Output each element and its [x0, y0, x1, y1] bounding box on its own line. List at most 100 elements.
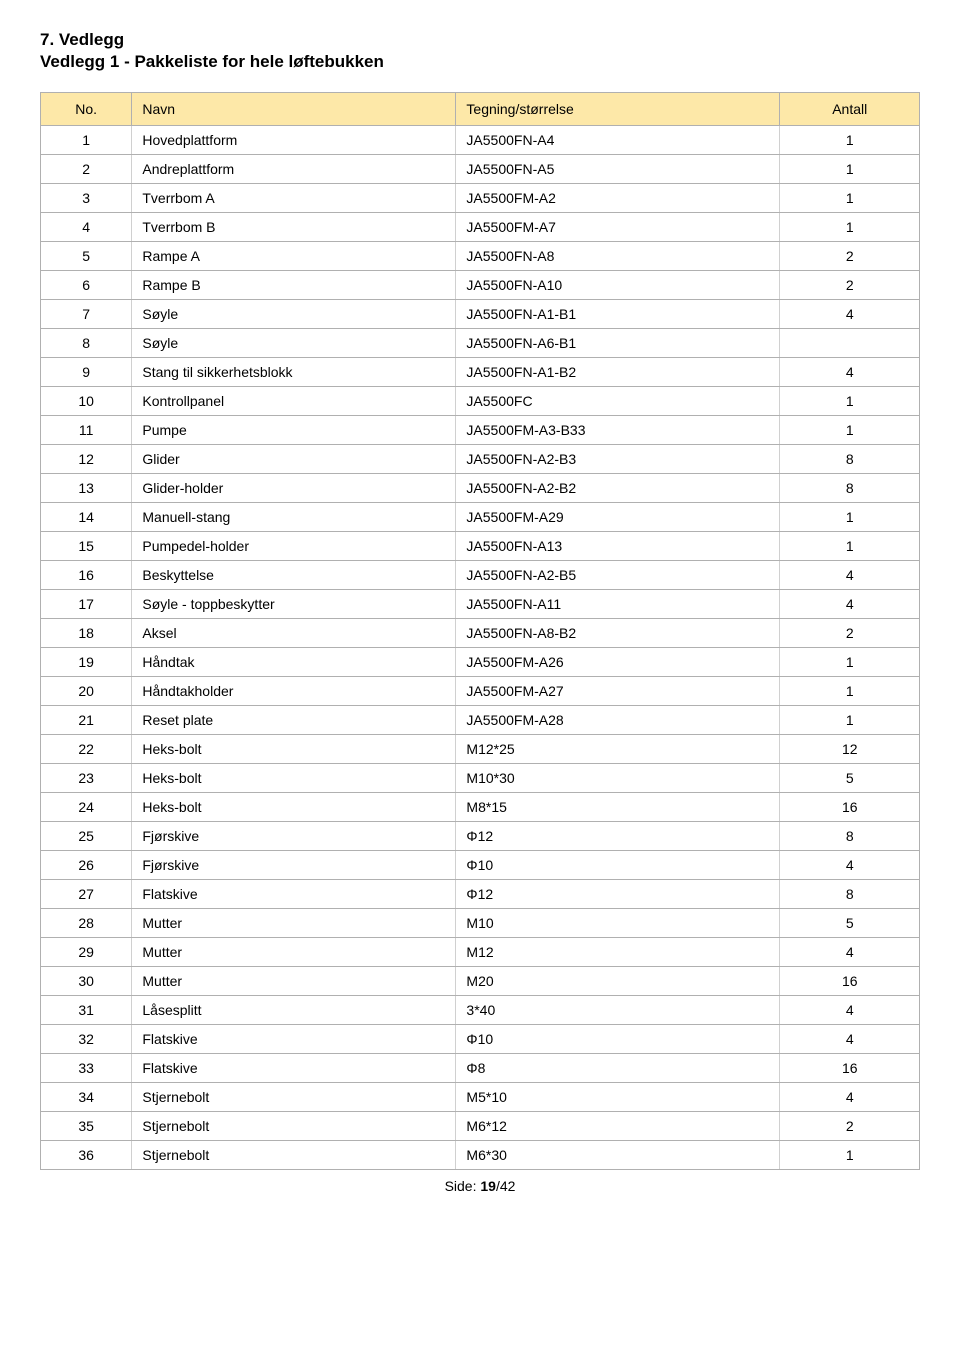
cell-qty: 5 — [780, 764, 920, 793]
cell-no: 4 — [41, 213, 132, 242]
cell-qty: 16 — [780, 793, 920, 822]
cell-qty: 2 — [780, 619, 920, 648]
cell-no: 24 — [41, 793, 132, 822]
cell-no: 14 — [41, 503, 132, 532]
section-subheading: Vedlegg 1 - Pakkeliste for hele løftebuk… — [40, 52, 920, 72]
cell-drawing: Φ12 — [456, 880, 780, 909]
cell-name: Stjernebolt — [132, 1141, 456, 1170]
cell-qty: 1 — [780, 126, 920, 155]
cell-name: Søyle — [132, 329, 456, 358]
cell-name: Heks-bolt — [132, 735, 456, 764]
cell-no: 21 — [41, 706, 132, 735]
cell-no: 3 — [41, 184, 132, 213]
cell-drawing: JA5500FM-A28 — [456, 706, 780, 735]
cell-drawing: JA5500FM-A26 — [456, 648, 780, 677]
table-row: 17Søyle - toppbeskytterJA5500FN-A114 — [41, 590, 920, 619]
table-row: 26FjørskiveΦ104 — [41, 851, 920, 880]
table-row: 4Tverrbom BJA5500FM-A71 — [41, 213, 920, 242]
cell-qty: 4 — [780, 851, 920, 880]
footer-prefix: Side: — [445, 1178, 481, 1194]
table-row: 8SøyleJA5500FN-A6-B1 — [41, 329, 920, 358]
table-row: 29MutterM124 — [41, 938, 920, 967]
table-row: 16BeskyttelseJA5500FN-A2-B54 — [41, 561, 920, 590]
table-row: 27FlatskiveΦ128 — [41, 880, 920, 909]
cell-qty: 2 — [780, 271, 920, 300]
cell-drawing: M10*30 — [456, 764, 780, 793]
cell-drawing: JA5500FN-A13 — [456, 532, 780, 561]
cell-drawing: JA5500FN-A8-B2 — [456, 619, 780, 648]
cell-drawing: JA5500FN-A5 — [456, 155, 780, 184]
cell-no: 11 — [41, 416, 132, 445]
table-row: 32FlatskiveΦ104 — [41, 1025, 920, 1054]
table-row: 15Pumpedel-holderJA5500FN-A131 — [41, 532, 920, 561]
table-row: 10KontrollpanelJA5500FC1 — [41, 387, 920, 416]
cell-no: 29 — [41, 938, 132, 967]
cell-drawing: JA5500FM-A27 — [456, 677, 780, 706]
cell-qty: 8 — [780, 880, 920, 909]
table-row: 5Rampe AJA5500FN-A82 — [41, 242, 920, 271]
cell-no: 5 — [41, 242, 132, 271]
cell-no: 34 — [41, 1083, 132, 1112]
table-row: 21Reset plateJA5500FM-A281 — [41, 706, 920, 735]
cell-drawing: Φ12 — [456, 822, 780, 851]
cell-drawing: JA5500FM-A7 — [456, 213, 780, 242]
cell-qty: 8 — [780, 474, 920, 503]
cell-name: Glider-holder — [132, 474, 456, 503]
cell-no: 1 — [41, 126, 132, 155]
cell-name: Mutter — [132, 938, 456, 967]
cell-no: 31 — [41, 996, 132, 1025]
table-row: 2AndreplattformJA5500FN-A51 — [41, 155, 920, 184]
cell-drawing: M20 — [456, 967, 780, 996]
section-heading: 7. Vedlegg — [40, 30, 920, 50]
cell-name: Kontrollpanel — [132, 387, 456, 416]
table-row: 19HåndtakJA5500FM-A261 — [41, 648, 920, 677]
cell-qty: 1 — [780, 503, 920, 532]
cell-drawing: Φ10 — [456, 851, 780, 880]
cell-qty: 1 — [780, 677, 920, 706]
cell-name: Rampe B — [132, 271, 456, 300]
cell-no: 32 — [41, 1025, 132, 1054]
col-header-qty: Antall — [780, 93, 920, 126]
cell-qty: 2 — [780, 1112, 920, 1141]
cell-name: Heks-bolt — [132, 764, 456, 793]
table-header-row: No. Navn Tegning/størrelse Antall — [41, 93, 920, 126]
cell-no: 36 — [41, 1141, 132, 1170]
cell-name: Mutter — [132, 967, 456, 996]
table-row: 20HåndtakholderJA5500FM-A271 — [41, 677, 920, 706]
cell-drawing: M6*30 — [456, 1141, 780, 1170]
cell-no: 6 — [41, 271, 132, 300]
cell-name: Pumpedel-holder — [132, 532, 456, 561]
cell-no: 9 — [41, 358, 132, 387]
cell-name: Håndtakholder — [132, 677, 456, 706]
cell-qty: 16 — [780, 967, 920, 996]
cell-qty: 1 — [780, 706, 920, 735]
cell-no: 19 — [41, 648, 132, 677]
cell-qty: 4 — [780, 358, 920, 387]
cell-no: 12 — [41, 445, 132, 474]
table-row: 33FlatskiveΦ816 — [41, 1054, 920, 1083]
table-row: 3Tverrbom AJA5500FM-A21 — [41, 184, 920, 213]
cell-name: Stjernebolt — [132, 1112, 456, 1141]
cell-qty: 4 — [780, 938, 920, 967]
table-row: 36StjerneboltM6*301 — [41, 1141, 920, 1170]
cell-qty: 1 — [780, 155, 920, 184]
cell-drawing: JA5500FM-A29 — [456, 503, 780, 532]
cell-drawing: Φ10 — [456, 1025, 780, 1054]
cell-drawing: JA5500FN-A1-B1 — [456, 300, 780, 329]
cell-qty: 4 — [780, 1083, 920, 1112]
cell-name: Pumpe — [132, 416, 456, 445]
cell-no: 33 — [41, 1054, 132, 1083]
cell-name: Søyle — [132, 300, 456, 329]
cell-qty: 4 — [780, 561, 920, 590]
cell-qty: 8 — [780, 445, 920, 474]
table-row: 22Heks-boltM12*2512 — [41, 735, 920, 764]
cell-no: 35 — [41, 1112, 132, 1141]
table-row: 9Stang til sikkerhetsblokkJA5500FN-A1-B2… — [41, 358, 920, 387]
cell-name: Låsesplitt — [132, 996, 456, 1025]
cell-drawing: M12 — [456, 938, 780, 967]
cell-name: Stang til sikkerhetsblokk — [132, 358, 456, 387]
cell-qty: 12 — [780, 735, 920, 764]
table-row: 7SøyleJA5500FN-A1-B14 — [41, 300, 920, 329]
cell-no: 20 — [41, 677, 132, 706]
table-row: 28MutterM105 — [41, 909, 920, 938]
